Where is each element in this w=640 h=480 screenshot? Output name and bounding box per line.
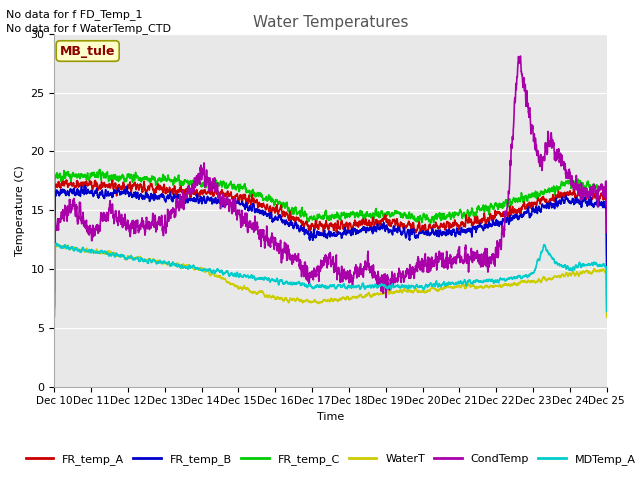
CondTemp (532, 147, 540, 153)
FR_temp_A (51, 282, 58, 288)
MDTemp_A (262, 276, 270, 281)
WaterT (51, 313, 58, 319)
MDTemp_A (287, 281, 294, 287)
FR_temp_B (603, 266, 611, 272)
FR_temp_A (147, 181, 154, 187)
MDTemp_A (532, 262, 540, 268)
CondTemp (592, 192, 600, 198)
FR_temp_A (114, 183, 122, 189)
FR_temp_B (81, 182, 89, 188)
FR_temp_B (262, 211, 270, 217)
Line: FR_temp_B: FR_temp_B (54, 185, 607, 291)
WaterT (592, 268, 600, 274)
Line: MDTemp_A: MDTemp_A (54, 243, 607, 316)
WaterT (603, 314, 611, 320)
CondTemp (286, 253, 294, 259)
Line: FR_temp_C: FR_temp_C (54, 169, 607, 279)
Line: FR_temp_A: FR_temp_A (54, 180, 607, 285)
FR_temp_C (95, 167, 103, 172)
Text: No data for f WaterTemp_CTD: No data for f WaterTemp_CTD (6, 23, 172, 34)
FR_temp_B (51, 288, 58, 294)
FR_temp_C (532, 196, 540, 202)
FR_temp_A (603, 262, 611, 267)
Line: WaterT: WaterT (54, 244, 607, 317)
CondTemp (262, 232, 270, 238)
MDTemp_A (592, 260, 600, 265)
WaterT (262, 293, 270, 299)
WaterT (532, 279, 540, 285)
FR_temp_C (262, 193, 270, 199)
MDTemp_A (51, 313, 58, 319)
FR_temp_C (592, 184, 600, 190)
Text: MB_tule: MB_tule (60, 45, 115, 58)
CondTemp (113, 216, 121, 222)
WaterT (147, 256, 154, 262)
Legend: FR_temp_A, FR_temp_B, FR_temp_C, WaterT, CondTemp, MDTemp_A: FR_temp_A, FR_temp_B, FR_temp_C, WaterT,… (21, 449, 640, 469)
FR_temp_C (51, 276, 58, 282)
CondTemp (603, 229, 611, 235)
FR_temp_B (592, 199, 600, 205)
WaterT (54, 241, 62, 247)
CondTemp (51, 304, 58, 310)
Text: No data for f FD_Temp_1: No data for f FD_Temp_1 (6, 9, 143, 20)
FR_temp_C (114, 174, 122, 180)
FR_temp_B (287, 220, 294, 226)
MDTemp_A (147, 258, 154, 264)
FR_temp_C (147, 178, 154, 184)
FR_temp_A (532, 203, 540, 208)
WaterT (114, 252, 122, 257)
FR_temp_B (114, 188, 122, 194)
FR_temp_A (262, 204, 270, 209)
CondTemp (516, 53, 524, 59)
X-axis label: Time: Time (317, 412, 344, 422)
MDTemp_A (114, 252, 122, 258)
FR_temp_B (532, 207, 540, 213)
FR_temp_C (287, 208, 294, 214)
Line: CondTemp: CondTemp (54, 56, 607, 307)
CondTemp (147, 220, 154, 226)
Y-axis label: Temperature (C): Temperature (C) (15, 165, 25, 256)
MDTemp_A (603, 309, 611, 314)
FR_temp_B (147, 196, 154, 202)
FR_temp_A (287, 213, 294, 218)
FR_temp_C (603, 252, 611, 258)
WaterT (287, 295, 294, 301)
FR_temp_A (592, 192, 600, 197)
FR_temp_A (63, 177, 70, 183)
Title: Water Temperatures: Water Temperatures (253, 15, 408, 30)
MDTemp_A (52, 240, 60, 246)
